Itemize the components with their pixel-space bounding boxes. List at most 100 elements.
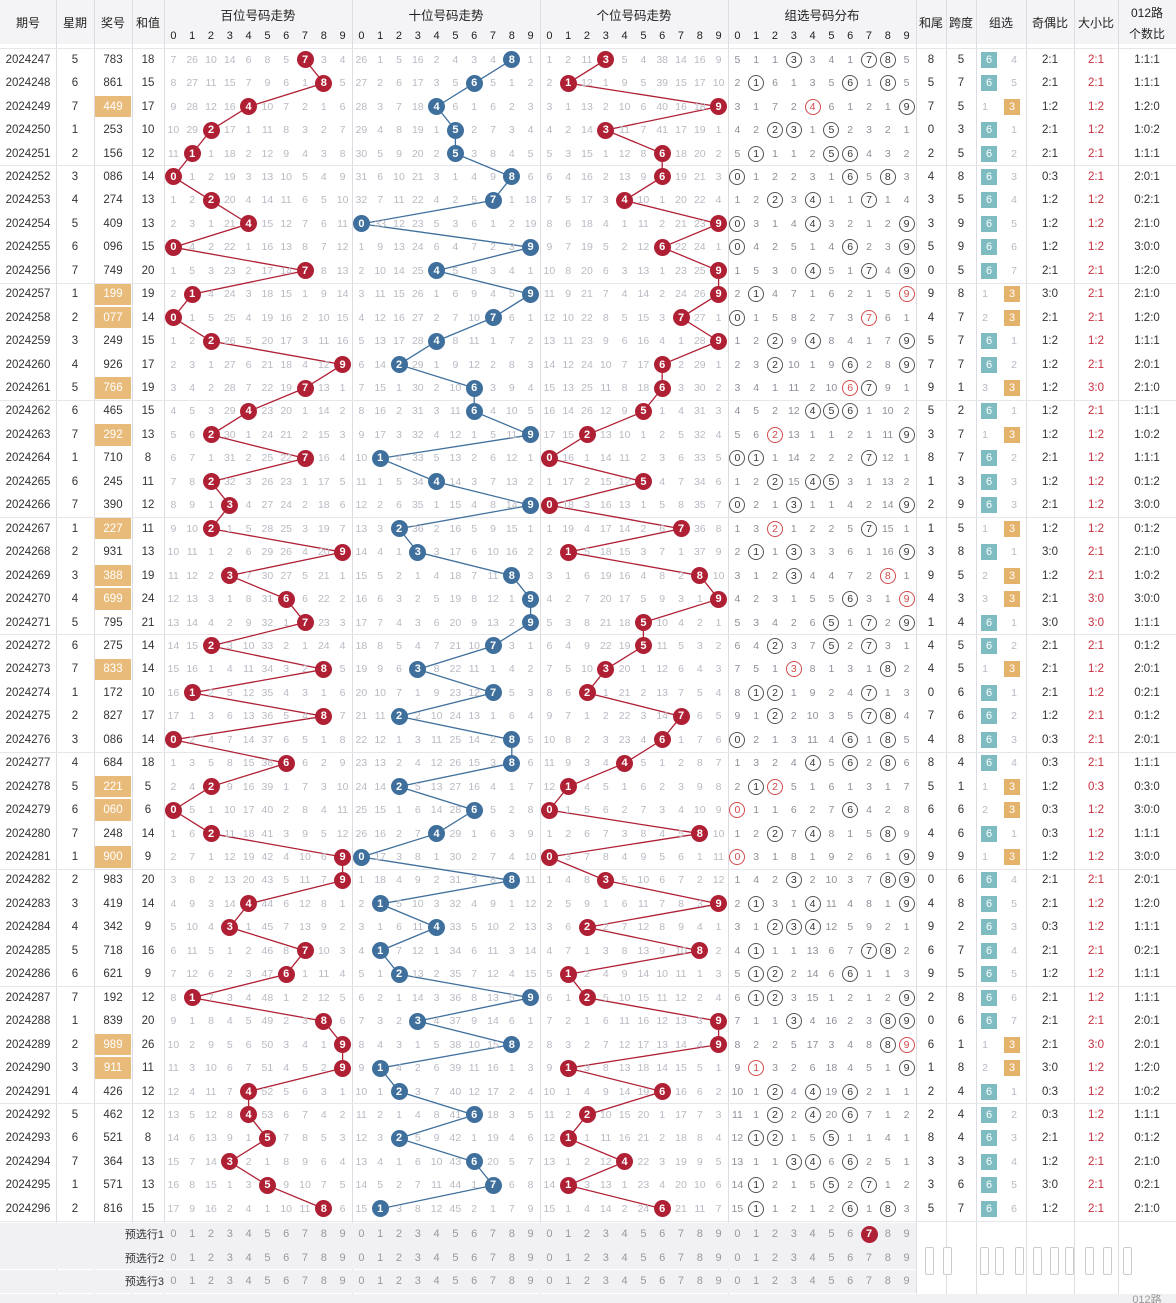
preselect-digit[interactable]: 8 (696, 1275, 703, 1287)
preselect-digit[interactable]: 6 (847, 1251, 854, 1264)
preselect-digit[interactable]: 9 (527, 1251, 534, 1264)
row-period[interactable]: 2024252 (5, 170, 51, 183)
preselect-digit[interactable]: 2 (583, 1228, 591, 1240)
preselect-digit[interactable]: 5 (640, 1275, 647, 1287)
row-period[interactable]: 2024294 (5, 1155, 51, 1168)
preselect-digit[interactable]: 3 (602, 1228, 609, 1240)
row-period[interactable]: 2024256 (5, 264, 51, 277)
preselect-digit[interactable]: 3 (790, 1275, 797, 1287)
preselect-digit[interactable]: 7 (865, 1275, 873, 1287)
preselect-digit[interactable]: 9 (715, 1228, 722, 1240)
preselect-digit[interactable]: 5 (828, 1251, 835, 1264)
preselect-digit[interactable]: 5 (452, 1275, 459, 1287)
preselect-digit[interactable]: 2 (207, 1251, 215, 1264)
preselect-digit[interactable]: 7 (489, 1251, 497, 1264)
row-period[interactable]: 2024292 (5, 1108, 51, 1121)
row-period[interactable]: 2024273 (5, 663, 51, 676)
preselect-digit[interactable]: 4 (809, 1228, 816, 1240)
row-period[interactable]: 2024279 (5, 804, 51, 817)
preselect-digit[interactable]: 2 (395, 1251, 403, 1264)
preselect-digit[interactable]: 5 (828, 1228, 835, 1240)
preselect-digit[interactable]: 7 (301, 1251, 309, 1264)
preselect-digit[interactable]: 3 (790, 1251, 797, 1264)
row-period[interactable]: 2024287 (5, 991, 51, 1004)
preselect-digit[interactable]: 8 (320, 1251, 327, 1264)
preselect-selected-ball[interactable]: 7 (860, 1225, 878, 1243)
preselect-digit[interactable]: 0 (546, 1228, 553, 1240)
preselect-digit[interactable]: 7 (677, 1275, 685, 1287)
row-period[interactable]: 2024254 (5, 217, 51, 230)
row-period[interactable]: 2024269 (5, 569, 51, 582)
preselect-digit[interactable]: 9 (903, 1251, 910, 1264)
row-period[interactable]: 2024282 (5, 874, 51, 887)
row-period[interactable]: 2024261 (5, 382, 51, 395)
preselect-digit[interactable]: 6 (659, 1228, 666, 1240)
row-period[interactable]: 2024257 (5, 288, 51, 301)
preselect-digit[interactable]: 2 (771, 1228, 779, 1240)
preselect-digit[interactable]: 7 (301, 1228, 309, 1240)
preselect-digit[interactable]: 0 (358, 1251, 365, 1264)
preselect-digit[interactable]: 7 (677, 1228, 685, 1240)
preselect-digit[interactable]: 5 (264, 1275, 271, 1287)
preselect-digit[interactable]: 1 (565, 1251, 572, 1264)
preselect-digit[interactable]: 8 (320, 1275, 327, 1287)
row-period[interactable]: 2024277 (5, 757, 51, 770)
row-period[interactable]: 2024285 (5, 944, 51, 957)
row-period[interactable]: 2024281 (5, 851, 51, 864)
preselect-digit[interactable]: 4 (245, 1275, 252, 1287)
preselect-digit[interactable]: 4 (621, 1228, 628, 1240)
row-period[interactable]: 2024283 (5, 897, 51, 910)
preselect-digit[interactable]: 9 (903, 1275, 910, 1287)
preselect-digit[interactable]: 0 (546, 1275, 553, 1287)
row-period[interactable]: 2024264 (5, 452, 51, 465)
preselect-digit[interactable]: 1 (753, 1228, 760, 1240)
preselect-digit[interactable]: 0 (734, 1251, 741, 1264)
preselect-digit[interactable]: 1 (565, 1275, 572, 1287)
preselect-digit[interactable]: 5 (828, 1275, 835, 1287)
preselect-digit[interactable]: 9 (903, 1228, 910, 1240)
preselect-digit[interactable]: 2 (583, 1251, 591, 1264)
preselect-digit[interactable]: 3 (226, 1275, 233, 1287)
row-period[interactable]: 2024278 (5, 780, 51, 793)
preselect-digit[interactable]: 1 (189, 1251, 196, 1264)
row-period[interactable]: 2024247 (5, 53, 51, 66)
preselect-digit[interactable]: 5 (640, 1228, 647, 1240)
preselect-digit[interactable]: 8 (696, 1251, 703, 1264)
preselect-digit[interactable]: 5 (264, 1251, 271, 1264)
row-period[interactable]: 2024274 (5, 686, 51, 699)
preselect-digit[interactable]: 8 (884, 1275, 891, 1287)
preselect-digit[interactable]: 7 (301, 1275, 309, 1287)
preselect-digit[interactable]: 8 (320, 1228, 327, 1240)
preselect-digit[interactable]: 6 (471, 1228, 478, 1240)
preselect-digit[interactable]: 4 (809, 1251, 816, 1264)
preselect-digit[interactable]: 6 (471, 1275, 478, 1287)
row-period[interactable]: 2024265 (5, 475, 51, 488)
row-period[interactable]: 2024296 (5, 1202, 51, 1215)
preselect-digit[interactable]: 1 (753, 1275, 760, 1287)
preselect-digit[interactable]: 3 (226, 1251, 233, 1264)
row-period[interactable]: 2024250 (5, 124, 51, 137)
row-period[interactable]: 2024251 (5, 147, 51, 160)
preselect-digit[interactable]: 6 (471, 1251, 478, 1264)
row-period[interactable]: 2024248 (5, 77, 51, 90)
preselect-digit[interactable]: 0 (170, 1228, 177, 1240)
preselect-digit[interactable]: 0 (358, 1275, 365, 1287)
preselect-digit[interactable]: 8 (884, 1228, 891, 1240)
row-period[interactable]: 2024270 (5, 593, 51, 606)
preselect-digit[interactable]: 0 (170, 1275, 177, 1287)
preselect-digit[interactable]: 3 (226, 1228, 233, 1240)
row-period[interactable]: 2024258 (5, 311, 51, 324)
row-period[interactable]: 2024272 (5, 639, 51, 652)
preselect-digit[interactable]: 4 (621, 1251, 628, 1264)
preselect-digit[interactable]: 3 (602, 1275, 609, 1287)
row-period[interactable]: 2024253 (5, 194, 51, 207)
preselect-digit[interactable]: 9 (339, 1251, 346, 1264)
row-period[interactable]: 2024286 (5, 968, 51, 981)
preselect-row-label[interactable]: 预选行2 (0, 1246, 164, 1269)
preselect-digit[interactable]: 9 (715, 1251, 722, 1264)
preselect-digit[interactable]: 8 (508, 1275, 515, 1287)
row-period[interactable]: 2024280 (5, 827, 51, 840)
preselect-digit[interactable]: 1 (377, 1275, 384, 1287)
preselect-digit[interactable]: 3 (602, 1251, 609, 1264)
preselect-digit[interactable]: 1 (753, 1251, 760, 1264)
